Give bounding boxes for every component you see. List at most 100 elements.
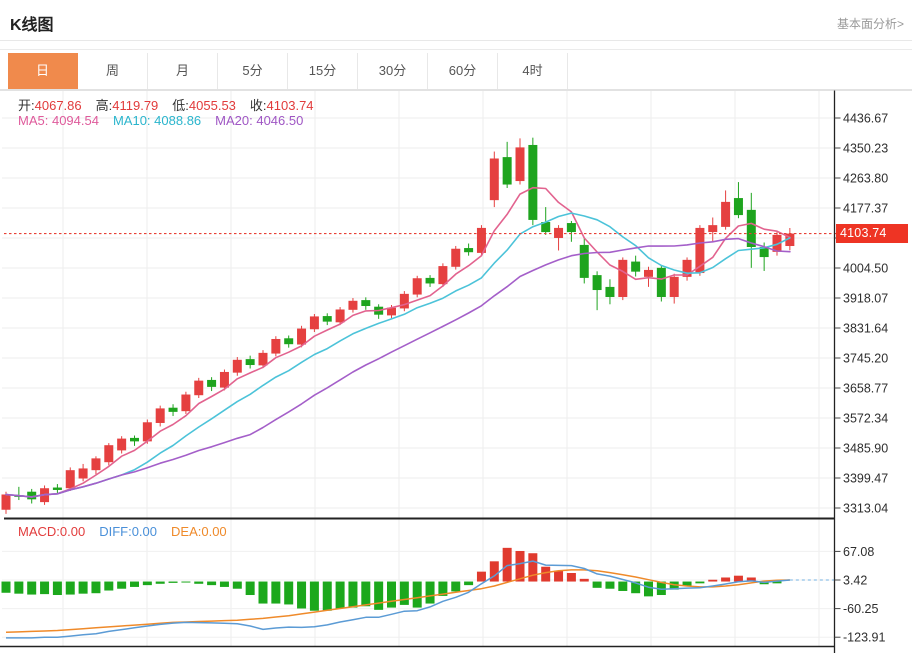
candle-body — [695, 227, 705, 274]
candle-body — [142, 422, 152, 442]
macd-bar — [374, 581, 384, 610]
price-tick-label: 3572.34 — [843, 412, 888, 426]
legend-value: 4067.86 — [34, 98, 82, 113]
candle-body — [117, 438, 127, 451]
macd-bar — [669, 581, 679, 590]
macd-bar — [271, 581, 281, 604]
candle-body — [271, 338, 281, 354]
candle-body — [348, 300, 358, 310]
macd-bar — [618, 581, 628, 591]
price-tick-label: 3831.64 — [843, 321, 888, 335]
legend-label: 开: — [18, 98, 35, 113]
macd-bar — [361, 581, 371, 607]
candle-body — [438, 266, 448, 285]
candle-body — [566, 223, 576, 233]
price-tick-label: 3485.90 — [843, 442, 888, 456]
ma5-line — [5, 186, 791, 498]
tab-day[interactable]: 日 — [8, 53, 78, 89]
macd-bar — [194, 581, 204, 584]
macd-bar — [631, 581, 641, 594]
fundamental-analysis-link[interactable]: 基本面分析> — [836, 17, 904, 31]
candle-body — [579, 244, 589, 278]
candle-body — [759, 247, 769, 258]
tab-4hour[interactable]: 4时 — [498, 53, 568, 89]
macd-bar — [554, 570, 564, 582]
macd-tick-label: -60.25 — [843, 602, 878, 616]
candle-body — [592, 275, 602, 291]
legend-value: 4119.79 — [112, 98, 159, 113]
candle-body — [65, 470, 75, 489]
candle-body — [168, 407, 178, 412]
macd-bar — [733, 575, 743, 582]
macd-bar — [425, 581, 435, 604]
candle-body — [772, 234, 782, 252]
macd-bar — [245, 581, 255, 596]
macd-tick-label: 67.08 — [843, 545, 874, 559]
candle-body — [733, 198, 743, 216]
candle-body — [258, 352, 268, 366]
macd-bar — [464, 581, 474, 586]
macd-bar — [258, 581, 268, 604]
macd-bar — [438, 581, 448, 596]
diff-line — [6, 560, 790, 639]
candle-body — [669, 276, 679, 297]
legend-label: 低: — [172, 98, 189, 113]
ma-legend: MA5: 4094.54 MA10: 4088.86 MA20: 4046.50 — [18, 113, 317, 128]
candle-body — [1, 494, 11, 510]
macd-bar — [759, 581, 769, 585]
macd-bar — [746, 577, 756, 582]
macd-bar — [52, 581, 62, 596]
ohlc-legend: 开:4067.86 高:4119.79 低:4055.53 收:4103.74 — [18, 95, 328, 114]
candle-body — [631, 261, 641, 272]
price-tick-label: 3313.04 — [843, 502, 888, 516]
tab-15min[interactable]: 15分 — [288, 53, 358, 89]
macd-bar — [27, 581, 37, 595]
tab-60min[interactable]: 60分 — [428, 53, 498, 89]
macd-bar — [207, 581, 217, 586]
macd-tick-label: -123.91 — [843, 631, 885, 645]
legend-value: 0.00 — [131, 524, 158, 539]
candle-body — [14, 495, 24, 497]
legend-value: 0.00 — [201, 524, 227, 539]
macd-bar — [579, 578, 589, 582]
macd-bar — [78, 581, 88, 594]
macd-bar — [515, 550, 525, 582]
macd-bar — [489, 561, 499, 582]
candle-body — [27, 491, 37, 500]
macd-bar — [65, 581, 75, 595]
tab-5min[interactable]: 5分 — [218, 53, 288, 89]
candle-body — [130, 437, 139, 442]
legend-value: 4103.74 — [266, 98, 314, 113]
macd-bar — [1, 581, 11, 593]
tab-30min[interactable]: 30分 — [358, 53, 428, 89]
tab-week[interactable]: 周 — [78, 53, 148, 89]
candle-body — [605, 286, 615, 297]
legend-label: MA10: — [112, 113, 155, 128]
macd-bar — [91, 581, 101, 594]
macd-bar — [592, 581, 602, 588]
macd-bar — [566, 573, 576, 582]
macd-bar — [117, 581, 127, 589]
legend-label: DIFF: — [99, 524, 132, 539]
price-tick-label: 4350.23 — [843, 142, 888, 156]
macd-bar — [155, 581, 165, 584]
legend-label: DEA: — [171, 524, 202, 539]
dea-line — [5, 569, 790, 634]
macd-bar — [181, 581, 191, 583]
candles — [1, 137, 795, 514]
candle-body — [644, 269, 653, 277]
candle-body — [40, 488, 50, 503]
macd-bar — [232, 581, 242, 589]
macd-bar — [284, 581, 294, 605]
candle-body — [207, 379, 217, 387]
candle-body — [387, 307, 396, 316]
price-tick-label: 3658.77 — [843, 382, 888, 396]
candle-body — [52, 487, 62, 490]
tab-month[interactable]: 月 — [148, 53, 218, 89]
candle-body — [618, 259, 628, 297]
macd-bar — [40, 581, 50, 595]
macd-bar — [309, 581, 319, 611]
macd-bar — [130, 581, 139, 587]
legend-label: MA5: — [18, 113, 52, 128]
